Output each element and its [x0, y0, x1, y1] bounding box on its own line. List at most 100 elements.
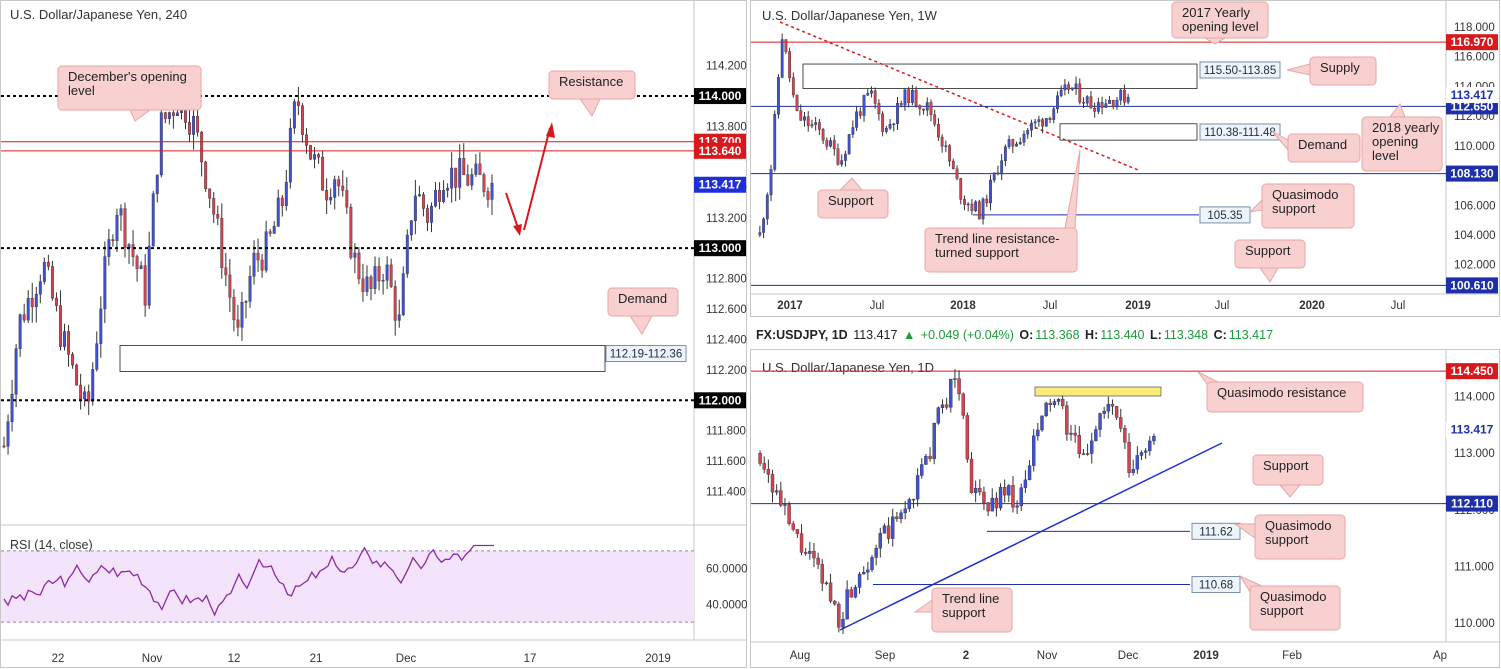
candle-body	[1037, 119, 1041, 122]
candle-body	[135, 256, 139, 269]
candle-body	[103, 256, 107, 310]
callout-text: Support	[1263, 458, 1309, 473]
callout-text: 2017 Yearly	[1182, 5, 1250, 20]
weekly-level-tag: 116.970	[1451, 35, 1494, 49]
candle	[321, 150, 325, 191]
candle	[1081, 449, 1086, 456]
candle-body	[244, 301, 248, 303]
h4-title: U.S. Dollar/Japanese Yen, 240	[10, 7, 187, 22]
weekly-y-tick: 102.000	[1454, 260, 1496, 272]
candle-body	[877, 103, 881, 115]
candle-body	[167, 112, 171, 119]
h4-y-tick: 112.800	[706, 274, 747, 286]
candle-body	[188, 122, 191, 135]
candle	[79, 373, 83, 410]
candle	[1026, 127, 1030, 139]
candle-body	[903, 508, 907, 514]
candle-body	[91, 369, 95, 402]
candle-body	[924, 455, 928, 465]
candle-body	[799, 110, 803, 121]
candle	[929, 99, 933, 122]
candle-body	[1015, 143, 1018, 147]
candle	[1082, 97, 1085, 109]
candle	[276, 189, 280, 227]
candle-body	[470, 174, 474, 186]
candle-body	[1003, 146, 1007, 161]
candle	[858, 107, 862, 119]
h4-x-tick: 12	[228, 653, 241, 665]
candle	[986, 502, 990, 516]
candle	[907, 86, 911, 108]
candle	[1027, 460, 1032, 481]
candle-body	[204, 161, 208, 190]
callout-text: Demand	[1298, 137, 1347, 152]
candle-body	[1044, 117, 1048, 127]
candle-body	[918, 105, 922, 110]
candle	[1007, 484, 1011, 503]
weekly-x-tick: 2017	[777, 300, 803, 312]
candle-body	[1073, 432, 1077, 436]
candle	[482, 172, 486, 197]
rsi-tick: 40.0000	[706, 599, 748, 611]
candle-body	[1011, 139, 1015, 147]
candle-body	[944, 404, 949, 408]
h4-current-price-tag: 113.417	[699, 178, 742, 192]
weekly-short-level-box	[1199, 206, 1251, 224]
candle-body	[1052, 108, 1056, 120]
candle-body	[899, 512, 903, 520]
callout-box	[1206, 381, 1364, 413]
candle	[1074, 76, 1078, 95]
candle	[953, 369, 957, 388]
candle	[791, 72, 795, 98]
candle	[216, 205, 220, 226]
candle-body	[882, 525, 887, 534]
candle	[14, 343, 18, 408]
candle	[228, 259, 232, 312]
candle	[139, 261, 143, 270]
candle-body	[337, 179, 341, 187]
candle-body	[87, 391, 91, 402]
weekly-x-tick: Jul	[870, 300, 885, 312]
candle	[1119, 408, 1123, 433]
candle	[928, 447, 932, 462]
candle	[1123, 424, 1127, 449]
candle	[192, 110, 196, 150]
candle-body	[866, 93, 870, 96]
candle-body	[232, 297, 236, 321]
candle	[34, 286, 38, 323]
candle	[1104, 99, 1108, 108]
h4-y-tick: 112.600	[706, 304, 747, 316]
candle	[924, 453, 928, 465]
candle	[397, 299, 401, 328]
candle-body	[963, 199, 966, 205]
candle-body	[936, 407, 941, 424]
candle-body	[1048, 402, 1052, 406]
weekly-level-tag: 108.130	[1450, 167, 1494, 181]
candle	[1077, 426, 1082, 459]
candle-body	[1026, 130, 1030, 135]
candle	[200, 130, 204, 177]
candle-body	[325, 190, 329, 201]
candle-body	[881, 113, 885, 132]
callout-box	[1287, 133, 1361, 163]
candle-body	[155, 174, 159, 194]
candle	[300, 103, 304, 143]
candle-body	[438, 189, 442, 202]
candle	[296, 86, 300, 116]
candle-body	[937, 124, 940, 138]
weekly-y-tick: 104.000	[1454, 230, 1496, 242]
candle	[38, 274, 42, 304]
daily-current-price-tag: 113.417	[1451, 423, 1494, 437]
candle	[774, 484, 779, 496]
candle-body	[46, 261, 50, 267]
candle	[899, 509, 903, 524]
candle-body	[888, 124, 892, 129]
candle	[903, 501, 907, 520]
candle	[936, 406, 941, 425]
candle	[907, 497, 912, 512]
candle	[99, 296, 103, 358]
callout-text: Support	[828, 193, 874, 208]
candle	[840, 154, 844, 167]
candle-body	[1078, 83, 1082, 103]
